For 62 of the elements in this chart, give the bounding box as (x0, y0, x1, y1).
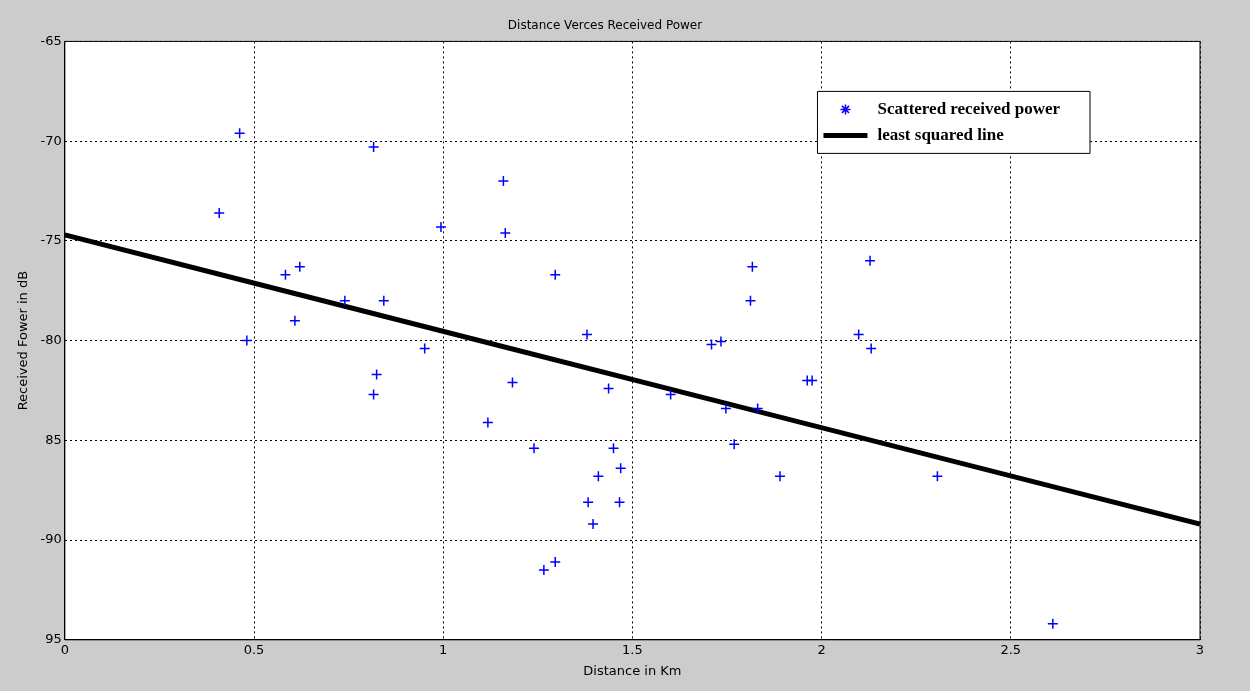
x-tick-label: 0.5 (243, 641, 265, 657)
point (499, 227, 512, 239)
point (367, 388, 380, 401)
point (664, 388, 677, 401)
y-tick-label: -90 (40, 531, 62, 547)
point (506, 376, 519, 389)
point (339, 294, 351, 307)
x-tick-label: 3 (1195, 641, 1205, 657)
point (418, 342, 431, 355)
point (582, 496, 594, 508)
y-tick-label: -70 (40, 132, 62, 148)
point (602, 382, 615, 395)
point (864, 255, 876, 267)
point (367, 141, 380, 153)
point (213, 207, 225, 219)
legend-label: least squared line (877, 124, 1005, 144)
point (549, 556, 561, 568)
point (581, 328, 593, 341)
chart-title: Distance Verces Received Power (507, 18, 703, 33)
point (587, 518, 599, 530)
point (289, 314, 301, 327)
point (865, 342, 877, 355)
point (720, 402, 732, 415)
point (931, 470, 944, 482)
y-tick-label: 85 (45, 431, 62, 447)
point (751, 402, 764, 415)
x-axis-title: Distance in Km (583, 662, 682, 678)
point (482, 416, 494, 429)
point (592, 470, 605, 482)
point (607, 442, 620, 455)
point (774, 470, 786, 482)
point (744, 294, 757, 307)
y-tick-label: -75 (40, 232, 62, 248)
point (370, 368, 383, 381)
point (549, 269, 561, 281)
point (538, 564, 550, 576)
point (378, 294, 390, 307)
y-tick-label: 95 (45, 631, 62, 647)
y-tick-label: -80 (40, 331, 62, 347)
y-tick-label: -65 (40, 32, 62, 48)
point (497, 175, 510, 187)
legend-label: Scattered received power (877, 98, 1061, 118)
x-tick-label: 0 (60, 641, 69, 657)
point (705, 338, 718, 351)
x-tick-label: 1.5 (622, 641, 643, 657)
y-axis-title: Received Fower in dB (15, 270, 31, 411)
point (715, 335, 727, 348)
point (233, 127, 246, 139)
x-tick-label: 2.5 (1000, 641, 1022, 657)
point (613, 496, 626, 508)
point (435, 221, 447, 233)
point (614, 462, 627, 475)
point (279, 269, 292, 281)
point (528, 442, 540, 455)
point (294, 261, 306, 273)
point (728, 438, 740, 451)
x-tick-label: 1 (439, 641, 448, 657)
point (746, 261, 759, 273)
point (852, 328, 865, 341)
point (241, 334, 253, 347)
point (1047, 618, 1059, 630)
x-tick-label: 2 (817, 641, 826, 657)
